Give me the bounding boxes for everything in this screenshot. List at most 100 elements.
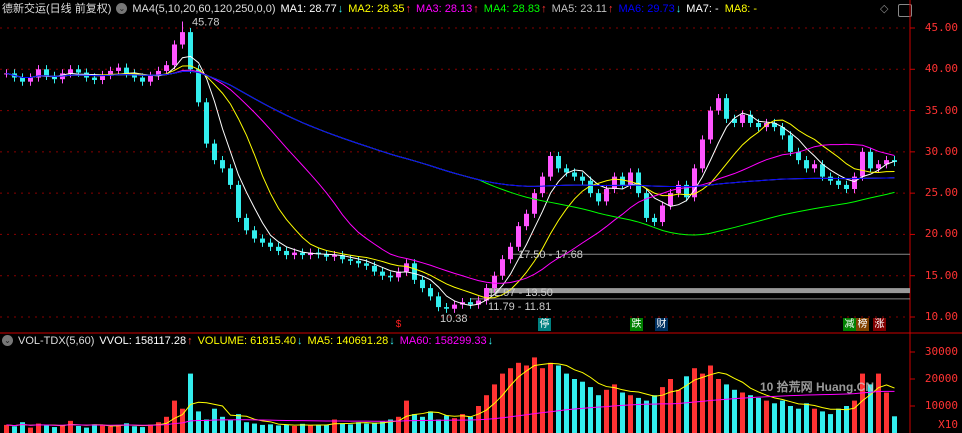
candle-body [436,296,441,308]
candle-body [260,238,265,243]
ma-line-10 [6,65,895,299]
candle-body [540,176,545,194]
event-marker[interactable]: 跌 [630,318,643,331]
candle-body [396,271,401,278]
vol-value-3: MA5: 140691.28↓ [308,333,395,349]
volume-bar [524,365,529,433]
event-marker[interactable]: 财 [655,318,668,331]
volume-bar [4,424,9,433]
volume-bar [452,418,457,433]
volume-bar [444,415,449,433]
candle-body [332,255,337,257]
volume-bar [516,362,521,433]
candle-body [588,180,593,194]
candle-body [820,164,825,177]
volume-bar [12,426,17,433]
price-axis-label: 30.00 [924,144,958,158]
volume-bar [492,384,497,433]
ma-value-2: MA2: 28.35↑ [348,1,411,17]
volume-bar [316,424,321,433]
event-marker[interactable]: 减 [843,318,856,331]
candle-body [708,110,713,140]
event-marker[interactable]: 涨 [873,318,886,331]
volume-bar [644,400,649,433]
event-marker[interactable]: 榜 [856,318,869,331]
volume-axis-label: 20000 [924,372,958,385]
candle-body [556,155,561,169]
volume-bar [300,423,305,433]
candle-body [484,288,489,301]
candle-body [268,242,273,247]
volume-bar [884,392,889,433]
volume-bar [268,424,273,433]
price-axis-label: 35.00 [924,103,958,117]
dropdown-icon[interactable]: ⌄ [116,3,128,14]
volume-bar [284,424,289,433]
volume-bar [812,408,817,433]
volume-bar [676,389,681,433]
candle-body [196,69,201,103]
volume-bar [44,425,49,433]
candle-body [380,271,385,276]
up-arrow-icon: ↑ [608,3,614,15]
candle-body [324,254,329,257]
volume-bar [236,414,241,433]
down-arrow-icon: ↓ [337,3,344,15]
volume-bar [412,414,417,433]
candle-body [668,193,673,206]
volume-bar [364,423,369,433]
candle-body [492,275,497,289]
price-axis-label: 45.00 [924,21,958,34]
panel-toggle-icon[interactable] [898,4,912,17]
volume-bar [564,373,569,433]
volume-bar [756,397,761,433]
candle-body [44,69,49,76]
volume-bar [396,416,401,433]
volume-bar [172,400,177,433]
candle-body [788,135,793,152]
candle-body [276,246,281,251]
candle-body [892,160,897,163]
volume-bar [700,373,705,433]
volume-bar [604,389,609,433]
candle-body [308,252,313,256]
diamond-icon[interactable]: ◇ [880,3,889,15]
candle-body [132,73,137,78]
watermark: 10 拾荒网 Huang.CN [760,378,905,396]
candle-body [604,189,609,202]
price-annotation: 45.78 [192,17,220,29]
candle-body [868,151,873,169]
vol-label: VVOL: 158117.28 [99,335,187,347]
candle-body [348,259,353,261]
candle-body [92,77,97,81]
candle-body [732,118,737,123]
event-marker[interactable]: 停 [538,318,551,331]
volume-bar [156,422,161,433]
support-band [485,288,910,294]
dropdown-icon[interactable]: ⌄ [2,335,13,346]
volume-bar [140,427,145,433]
up-arrow-icon: ↑ [405,3,412,15]
volume-bar [652,395,657,433]
volume-header: ⌄ VOL-TDX(5,60) VVOL: 158117.28↑ VOLUME: … [2,333,503,349]
volume-bar [220,416,225,433]
candle-body [220,160,225,169]
volume-bar [84,427,89,433]
volume-bar [508,368,513,433]
ma-label: MA7: - [686,3,719,15]
candle-body [28,77,33,82]
volume-bar [612,384,617,433]
event-marker[interactable]: $ [395,319,402,330]
volume-bar [420,416,425,433]
price-axis-label: 25.00 [924,186,958,200]
price-axis-label: 10.00 [924,310,958,323]
price-annotation: 12.97 - 13.50 [488,287,553,299]
volume-bar [868,384,873,433]
volume-axis-label: 10000 [924,399,958,412]
candle-body [548,155,553,177]
volume-bar [252,423,257,433]
volume-bar [292,425,297,433]
candle-body [292,252,297,256]
candle-body [356,260,361,264]
candle-body [244,217,249,231]
